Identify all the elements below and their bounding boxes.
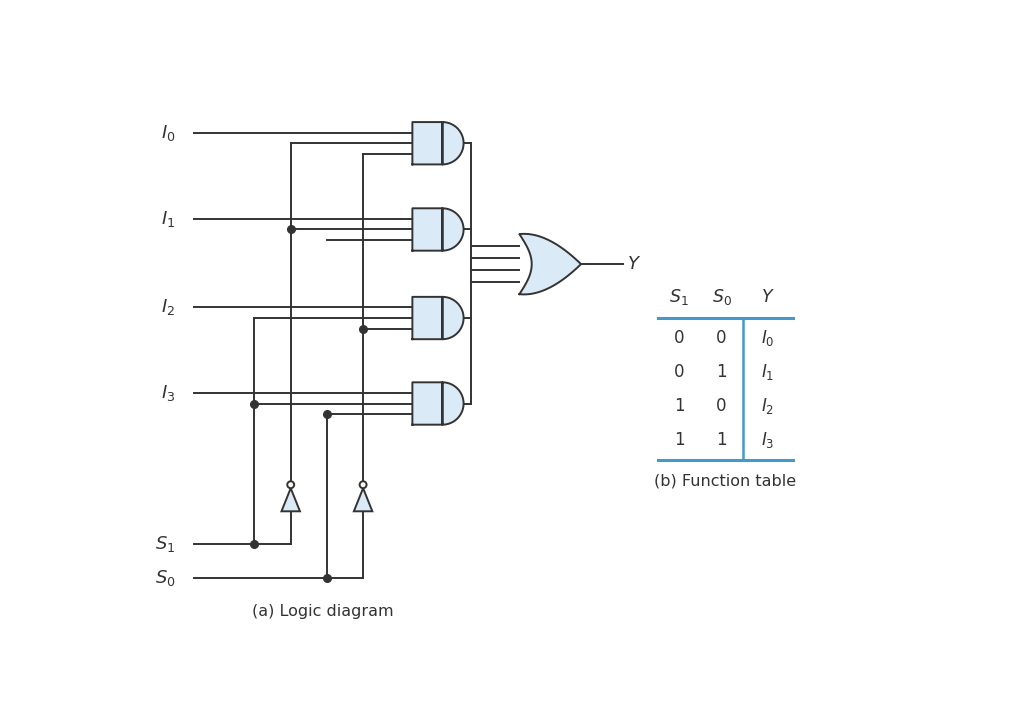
Text: $Y$: $Y$ (761, 288, 774, 306)
FancyBboxPatch shape (413, 297, 445, 339)
Text: $I_0$: $I_0$ (761, 328, 774, 348)
Text: (a) Logic diagram: (a) Logic diagram (252, 604, 394, 619)
Text: $S_1$: $S_1$ (670, 287, 689, 307)
Text: (b) Function table: (b) Function table (654, 474, 797, 489)
Text: 1: 1 (716, 363, 727, 381)
Text: $I_3$: $I_3$ (161, 383, 175, 403)
Text: $I_2$: $I_2$ (761, 396, 774, 416)
Text: 1: 1 (674, 431, 684, 449)
Text: $S_1$: $S_1$ (155, 534, 175, 554)
Text: 1: 1 (716, 431, 727, 449)
FancyBboxPatch shape (413, 208, 445, 251)
Text: $S_0$: $S_0$ (155, 568, 175, 588)
Text: $I_2$: $I_2$ (161, 297, 175, 318)
Wedge shape (442, 383, 464, 425)
Text: $I_1$: $I_1$ (161, 209, 175, 229)
Polygon shape (519, 234, 581, 294)
Text: 0: 0 (674, 363, 684, 381)
Wedge shape (442, 122, 464, 164)
Text: 1: 1 (674, 397, 684, 415)
Wedge shape (442, 208, 464, 251)
Text: $Y$: $Y$ (628, 255, 641, 273)
Text: 0: 0 (716, 329, 727, 347)
Wedge shape (442, 297, 464, 339)
Text: $I_0$: $I_0$ (161, 123, 175, 143)
Text: $I_3$: $I_3$ (761, 430, 774, 450)
Polygon shape (282, 489, 300, 511)
Text: $S_0$: $S_0$ (712, 287, 731, 307)
Text: 0: 0 (716, 397, 727, 415)
FancyBboxPatch shape (413, 122, 445, 164)
Text: 0: 0 (674, 329, 684, 347)
Polygon shape (354, 489, 373, 511)
FancyBboxPatch shape (413, 383, 445, 425)
Text: $I_1$: $I_1$ (761, 362, 774, 382)
